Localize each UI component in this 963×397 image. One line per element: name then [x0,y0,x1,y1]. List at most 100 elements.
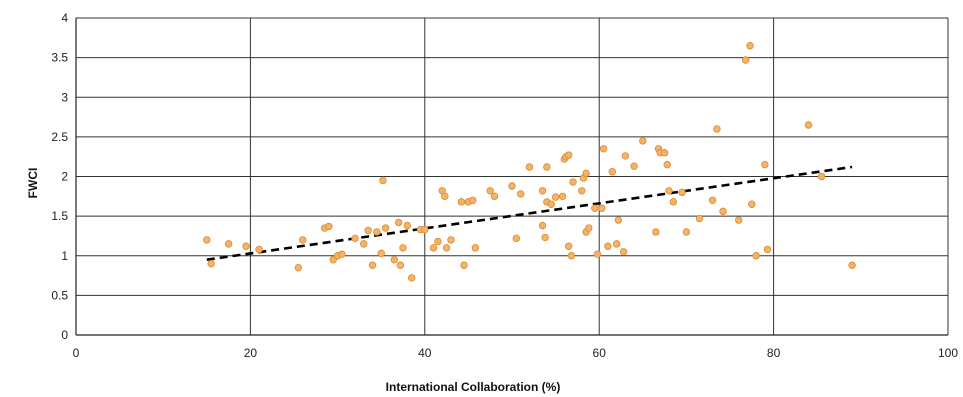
data-point [429,244,438,252]
data-point [442,244,451,252]
data-point [538,187,547,195]
data-point [408,274,416,282]
grid-lines [75,17,949,336]
trendline-group [206,165,853,261]
data-point [708,196,717,204]
x-axis-title: International Collaboration (%) [386,380,561,394]
y-tick-label: 3 [61,90,68,104]
data-point [669,198,678,206]
data-point [639,137,647,145]
x-tick-label: 80 [767,346,781,360]
data-point [421,225,429,234]
data-point [471,244,480,252]
y-tick-label: 0 [61,328,68,342]
data-point [604,242,612,250]
x-tick-label: 20 [244,346,258,360]
data-point [338,250,346,258]
data-point [564,151,573,159]
data-point [255,245,263,254]
data-point [525,163,534,171]
data-point [377,249,385,258]
data-point [457,198,466,206]
y-axis-title: FWCI [26,168,40,199]
data-point [678,188,686,197]
data-point [512,234,521,243]
data-point [652,228,660,236]
data-point [381,224,390,232]
data-point [543,163,551,171]
y-tick-label: 3.5 [51,51,68,65]
data-point [614,216,623,224]
data-point [660,149,669,157]
data-point [203,236,211,244]
plot-frame [75,18,948,336]
data-point [394,218,403,227]
y-tick-label: 4 [61,11,68,25]
data-point [547,200,555,208]
data-point [360,240,368,248]
data-point [612,240,621,248]
data-point [390,256,398,264]
data-point [735,216,743,224]
data-point [761,160,769,169]
x-tick-label: 60 [593,346,607,360]
data-point [608,168,616,176]
data-point [578,187,586,195]
data-point [364,226,372,235]
data-point [719,207,727,216]
data-point [538,221,547,230]
data-point [848,261,856,269]
data-point [591,204,599,212]
data-point [517,190,525,198]
data-point [460,261,468,269]
data-point [403,221,412,230]
y-tick-label: 1 [61,249,68,263]
data-point [299,236,307,244]
data-point [469,196,477,204]
data-point [567,252,575,260]
data-point [663,160,671,169]
data-point [752,252,760,260]
data-point [224,240,233,248]
data-point [682,228,691,236]
data-point [373,228,381,236]
data-point [351,234,359,243]
data-point [585,224,593,232]
data-point [564,242,573,250]
data-point [748,200,756,208]
x-tick-label: 40 [418,346,432,360]
data-point [207,259,215,268]
data-point [541,233,549,242]
data-point [695,214,704,223]
data-point [434,237,442,246]
x-tick-labels: 0 20 40 60 80 100 [73,346,959,360]
trendline [206,165,853,261]
data-point [763,245,772,254]
data-point [486,187,494,195]
data-point [569,178,577,186]
x-tick-label: 100 [938,346,958,360]
data-point [582,169,590,178]
y-tick-labels: 0 0.5 1 1.5 2 2.5 3 3.5 4 [51,11,68,342]
data-point [630,162,638,170]
data-point [490,192,499,201]
data-point [593,250,602,258]
y-tick-label: 2 [61,170,68,184]
data-point [294,263,303,272]
data-point [551,193,560,201]
data-point [619,248,628,256]
x-tick-label: 0 [73,346,80,360]
data-points [203,42,856,282]
data-point [368,261,377,269]
y-tick-label: 0.5 [51,288,68,302]
data-point [598,204,606,212]
data-point [621,152,630,160]
data-point [599,145,608,153]
y-tick-label: 1.5 [51,209,68,223]
data-point [242,242,250,250]
data-point [441,192,449,201]
data-point [396,261,405,269]
data-point [379,176,387,185]
data-point [558,192,567,201]
